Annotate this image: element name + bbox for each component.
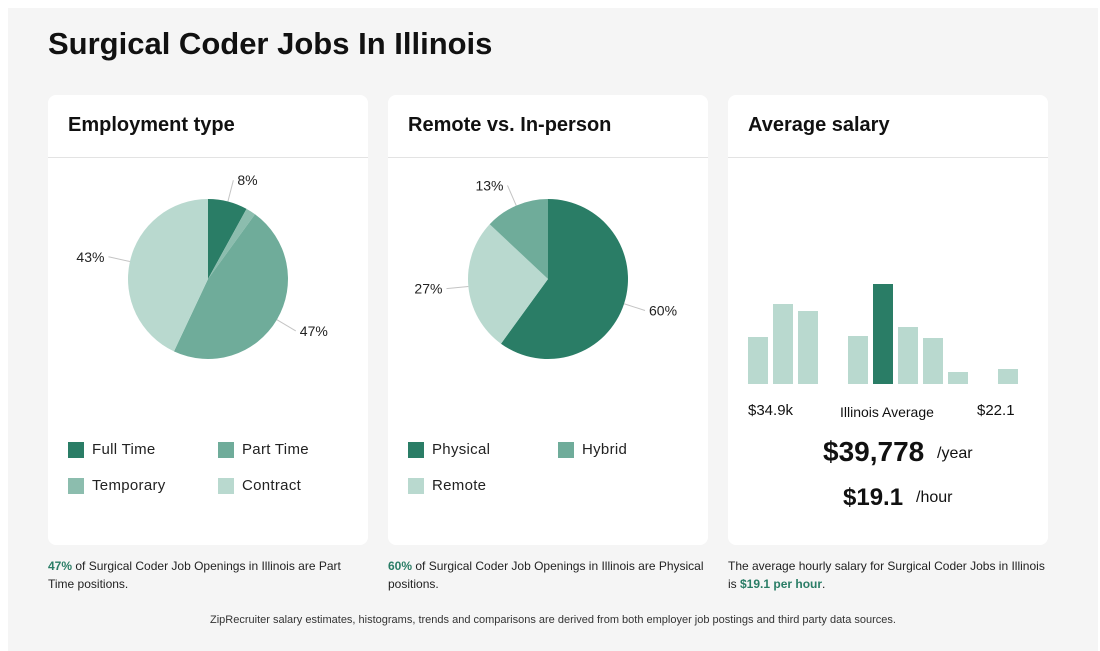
salary-max-label: $22.1 (977, 402, 1015, 419)
legend-swatch-hybrid (558, 441, 574, 458)
employment-type-card: Employment type 8% 47% 43% Full Time Part … (48, 95, 368, 545)
salary-caption-highlight: $19.1 per hour (740, 577, 823, 591)
legend-item-contract: Contract (218, 477, 301, 494)
histogram-bar (873, 284, 893, 384)
employment-type-caption-text: of Surgical Coder Job Openings in Illino… (48, 559, 341, 591)
pie-label-hybrid: 13% (475, 177, 503, 193)
histogram-bar (923, 338, 943, 384)
legend-item-part-time: Part Time (218, 441, 309, 458)
legend-item-remote: Remote (408, 477, 486, 494)
pie-label-part-time: 47% (300, 323, 328, 339)
legend-swatch-contract (218, 477, 234, 494)
histogram-bar (848, 336, 868, 384)
histogram-bar (998, 369, 1018, 384)
pie-leader-part-time (276, 319, 297, 332)
legend-label-remote: Remote (432, 477, 487, 494)
salary-caption-end: . (822, 577, 826, 591)
salary-center-label: Illinois Average (840, 404, 934, 420)
employment-type-caption: 47% of Surgical Coder Job Openings in Il… (48, 557, 368, 593)
legend-item-physical: Physical (408, 441, 490, 458)
annual-salary-unit: /year (937, 445, 973, 462)
pie-leader-physical (623, 303, 646, 311)
legend-label-temporary: Temporary (92, 477, 166, 494)
pie-slice-full-time (208, 199, 247, 279)
employment-type-title: Employment type (68, 114, 235, 136)
remote-vs-in-person-title: Remote vs. In-person (408, 114, 612, 136)
pie-label-full-time: 8% (237, 172, 257, 188)
hourly-salary-value: $19.1 (843, 484, 904, 511)
remote-caption-highlight: 60% (388, 559, 413, 573)
pie-label-remote: 27% (414, 281, 442, 297)
legend-label-part-time: Part Time (242, 441, 309, 458)
pie-slice-hybrid (489, 199, 548, 279)
remote-caption-text: of Surgical Coder Job Openings in Illino… (388, 559, 704, 591)
legend-swatch-full-time (68, 441, 84, 458)
legend-swatch-remote (408, 477, 424, 494)
legend-item-temporary: Temporary (68, 477, 166, 494)
footer-disclaimer: ZipRecruiter salary estimates, histogram… (210, 614, 896, 626)
annual-salary-value: $39,778 (823, 436, 925, 467)
legend-swatch-part-time (218, 441, 234, 458)
legend-swatch-physical (408, 441, 424, 458)
histogram-bar (748, 337, 768, 384)
average-salary-header: Average salary (728, 95, 1048, 158)
legend-label-full-time: Full Time (92, 441, 156, 458)
histogram-bar (898, 327, 918, 384)
salary-min-label: $34.9k (748, 402, 794, 419)
legend-swatch-temporary (68, 477, 84, 494)
pie-leader-contract (108, 256, 131, 263)
pie-slice-contract (127, 199, 208, 352)
legend-item-full-time: Full Time (68, 441, 156, 458)
pie-slice-temporary (208, 208, 256, 279)
employment-type-pie-chart: 8% 47% 43% (76, 172, 328, 360)
employment-type-caption-highlight: 47% (48, 559, 73, 573)
average-salary-title: Average salary (748, 114, 890, 136)
legend-label-hybrid: Hybrid (582, 441, 628, 458)
pie-leader-remote (446, 286, 469, 290)
pie-slice-part-time (173, 214, 288, 360)
pie-label-physical: 60% (649, 303, 677, 319)
page-title: Surgical Coder Jobs In Illinois (48, 26, 493, 61)
average-salary-caption: The average hourly salary for Surgical C… (728, 557, 1048, 593)
average-salary-card: Average salary $34.9k Illinois Average $… (728, 95, 1048, 545)
legend-label-contract: Contract (242, 477, 302, 494)
salary-histogram (748, 284, 1018, 384)
employment-type-header: Employment type (48, 95, 368, 158)
legend-label-physical: Physical (432, 441, 491, 458)
remote-vs-in-person-caption: 60% of Surgical Coder Job Openings in Il… (388, 557, 708, 593)
remote-vs-in-person-card: Remote vs. In-person 60% 27% 13% Physical … (388, 95, 708, 545)
pie-leader-hybrid (507, 185, 517, 206)
histogram-bar (773, 304, 793, 384)
pie-slice-physical (500, 199, 629, 359)
remote-vs-in-person-pie-chart: 60% 27% 13% (414, 177, 677, 359)
histogram-bar (948, 372, 968, 384)
pie-slice-remote (468, 224, 548, 344)
remote-vs-in-person-header: Remote vs. In-person (388, 95, 708, 158)
salary-caption-text: The average hourly salary for Surgical C… (728, 559, 1045, 591)
histogram-bar (798, 311, 818, 384)
pie-leader-full-time (227, 180, 234, 202)
hourly-salary-unit: /hour (916, 489, 953, 506)
legend-item-hybrid: Hybrid (558, 441, 627, 458)
pie-label-contract: 43% (76, 249, 104, 265)
